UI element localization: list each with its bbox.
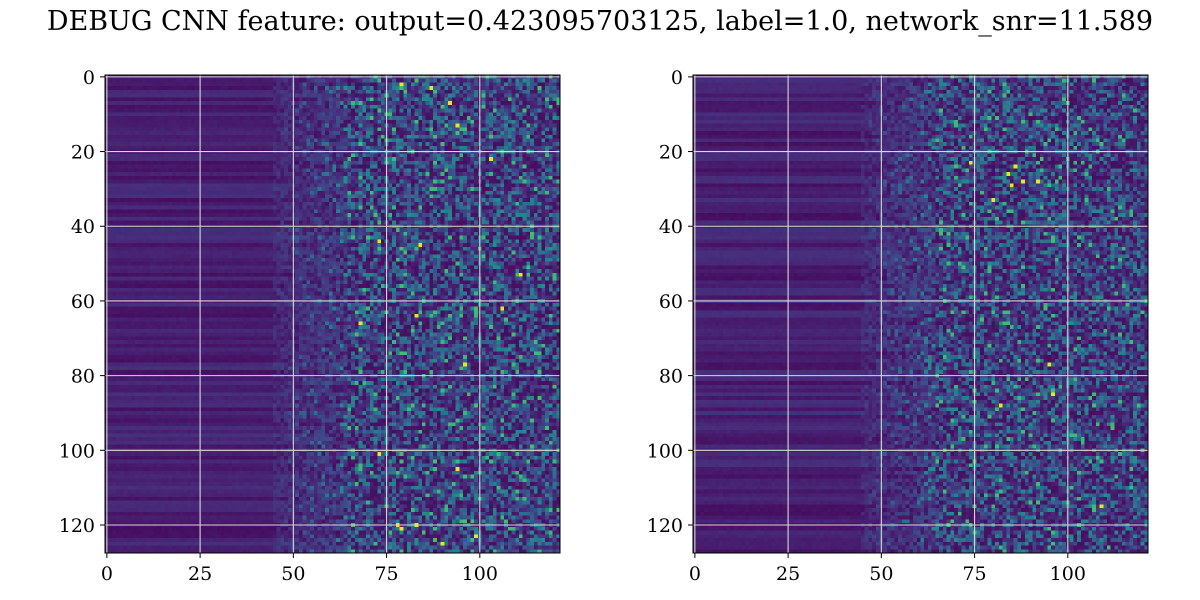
y-tick-label: 100	[59, 440, 95, 462]
heatmap-cells-2	[693, 75, 1149, 554]
x-tick-label: 50	[281, 563, 305, 585]
axes-frame-2	[692, 74, 1149, 554]
y-tick-label: 120	[59, 515, 95, 537]
y-tick-label: 0	[671, 67, 683, 89]
x-tick-label: 50	[869, 563, 893, 585]
y-tick-label: 20	[659, 142, 683, 164]
y-tick-label: 40	[71, 216, 95, 238]
y-tick-label: 40	[659, 216, 683, 238]
heatmap-cells-1	[105, 75, 561, 554]
gridlines-2	[693, 75, 1148, 553]
y-tick-label: 120	[647, 515, 683, 537]
y-tick-label: 60	[71, 291, 95, 313]
x-tick-label: 100	[1050, 563, 1086, 585]
x-tick-label: 25	[188, 563, 212, 585]
gridlines-1	[105, 75, 560, 553]
x-tick-label: 100	[462, 563, 498, 585]
x-tick-label: 0	[689, 563, 701, 585]
x-tick-label: 75	[962, 563, 986, 585]
y-tick-label: 20	[71, 142, 95, 164]
y-tick-label: 0	[83, 67, 95, 89]
y-tick-label: 80	[659, 366, 683, 388]
y-tick-label: 100	[647, 440, 683, 462]
y-tick-label: 60	[659, 291, 683, 313]
y-tick-label: 80	[71, 366, 95, 388]
x-tick-label: 25	[776, 563, 800, 585]
x-tick-label: 75	[374, 563, 398, 585]
x-tick-label: 0	[101, 563, 113, 585]
figure-title: DEBUG CNN feature: output=0.423095703125…	[0, 6, 1200, 37]
axes-frame-1	[104, 74, 561, 554]
